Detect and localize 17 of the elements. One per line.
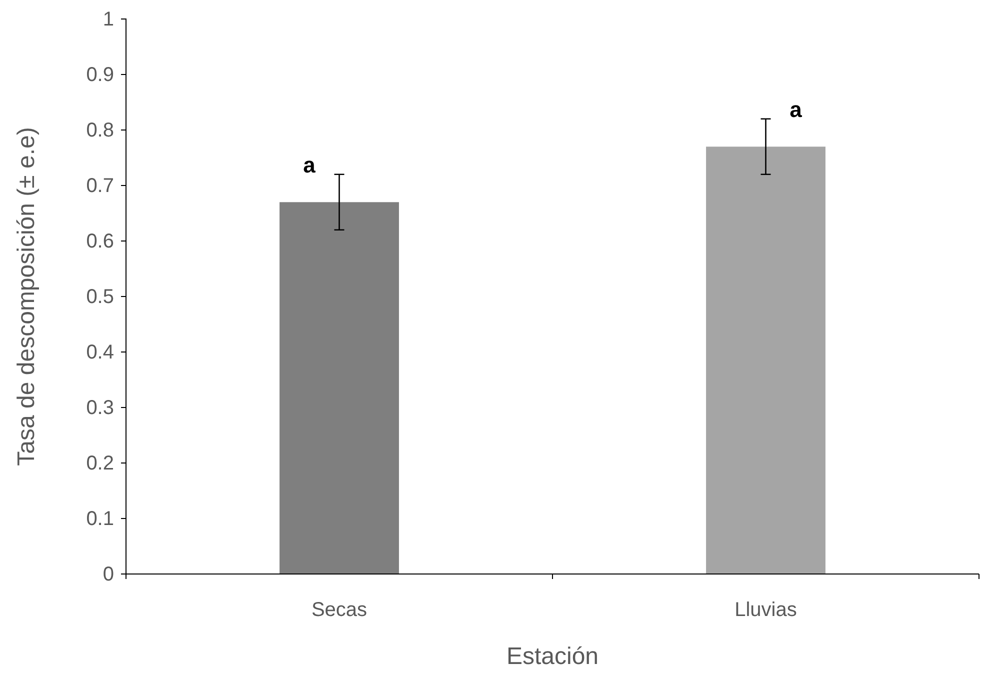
y-tick-label: 0.5 — [86, 286, 114, 308]
y-tick-label: 0.1 — [86, 508, 114, 530]
annotation: a — [790, 96, 803, 122]
x-tick-label: Secas — [311, 599, 368, 621]
x-axis-title: Estación — [506, 643, 599, 670]
y-tick-label: 0.7 — [86, 174, 114, 197]
x-tick-label: Lluvias — [734, 599, 797, 621]
annotation: a — [303, 152, 316, 178]
y-tick-label: 0 — [102, 563, 114, 586]
y-tick-label: 0.9 — [86, 64, 114, 86]
y-tick-label: 0.8 — [86, 119, 114, 142]
y-tick-label: 0.2 — [86, 452, 114, 474]
y-tick-label: 1 — [102, 8, 114, 30]
y-tick-label: 0.3 — [86, 396, 114, 419]
y-tick-label: 0.4 — [86, 341, 114, 364]
y-axis-title: Tasa de descomposición (± e.e) — [13, 127, 40, 466]
y-tick-label: 0.6 — [86, 230, 114, 252]
